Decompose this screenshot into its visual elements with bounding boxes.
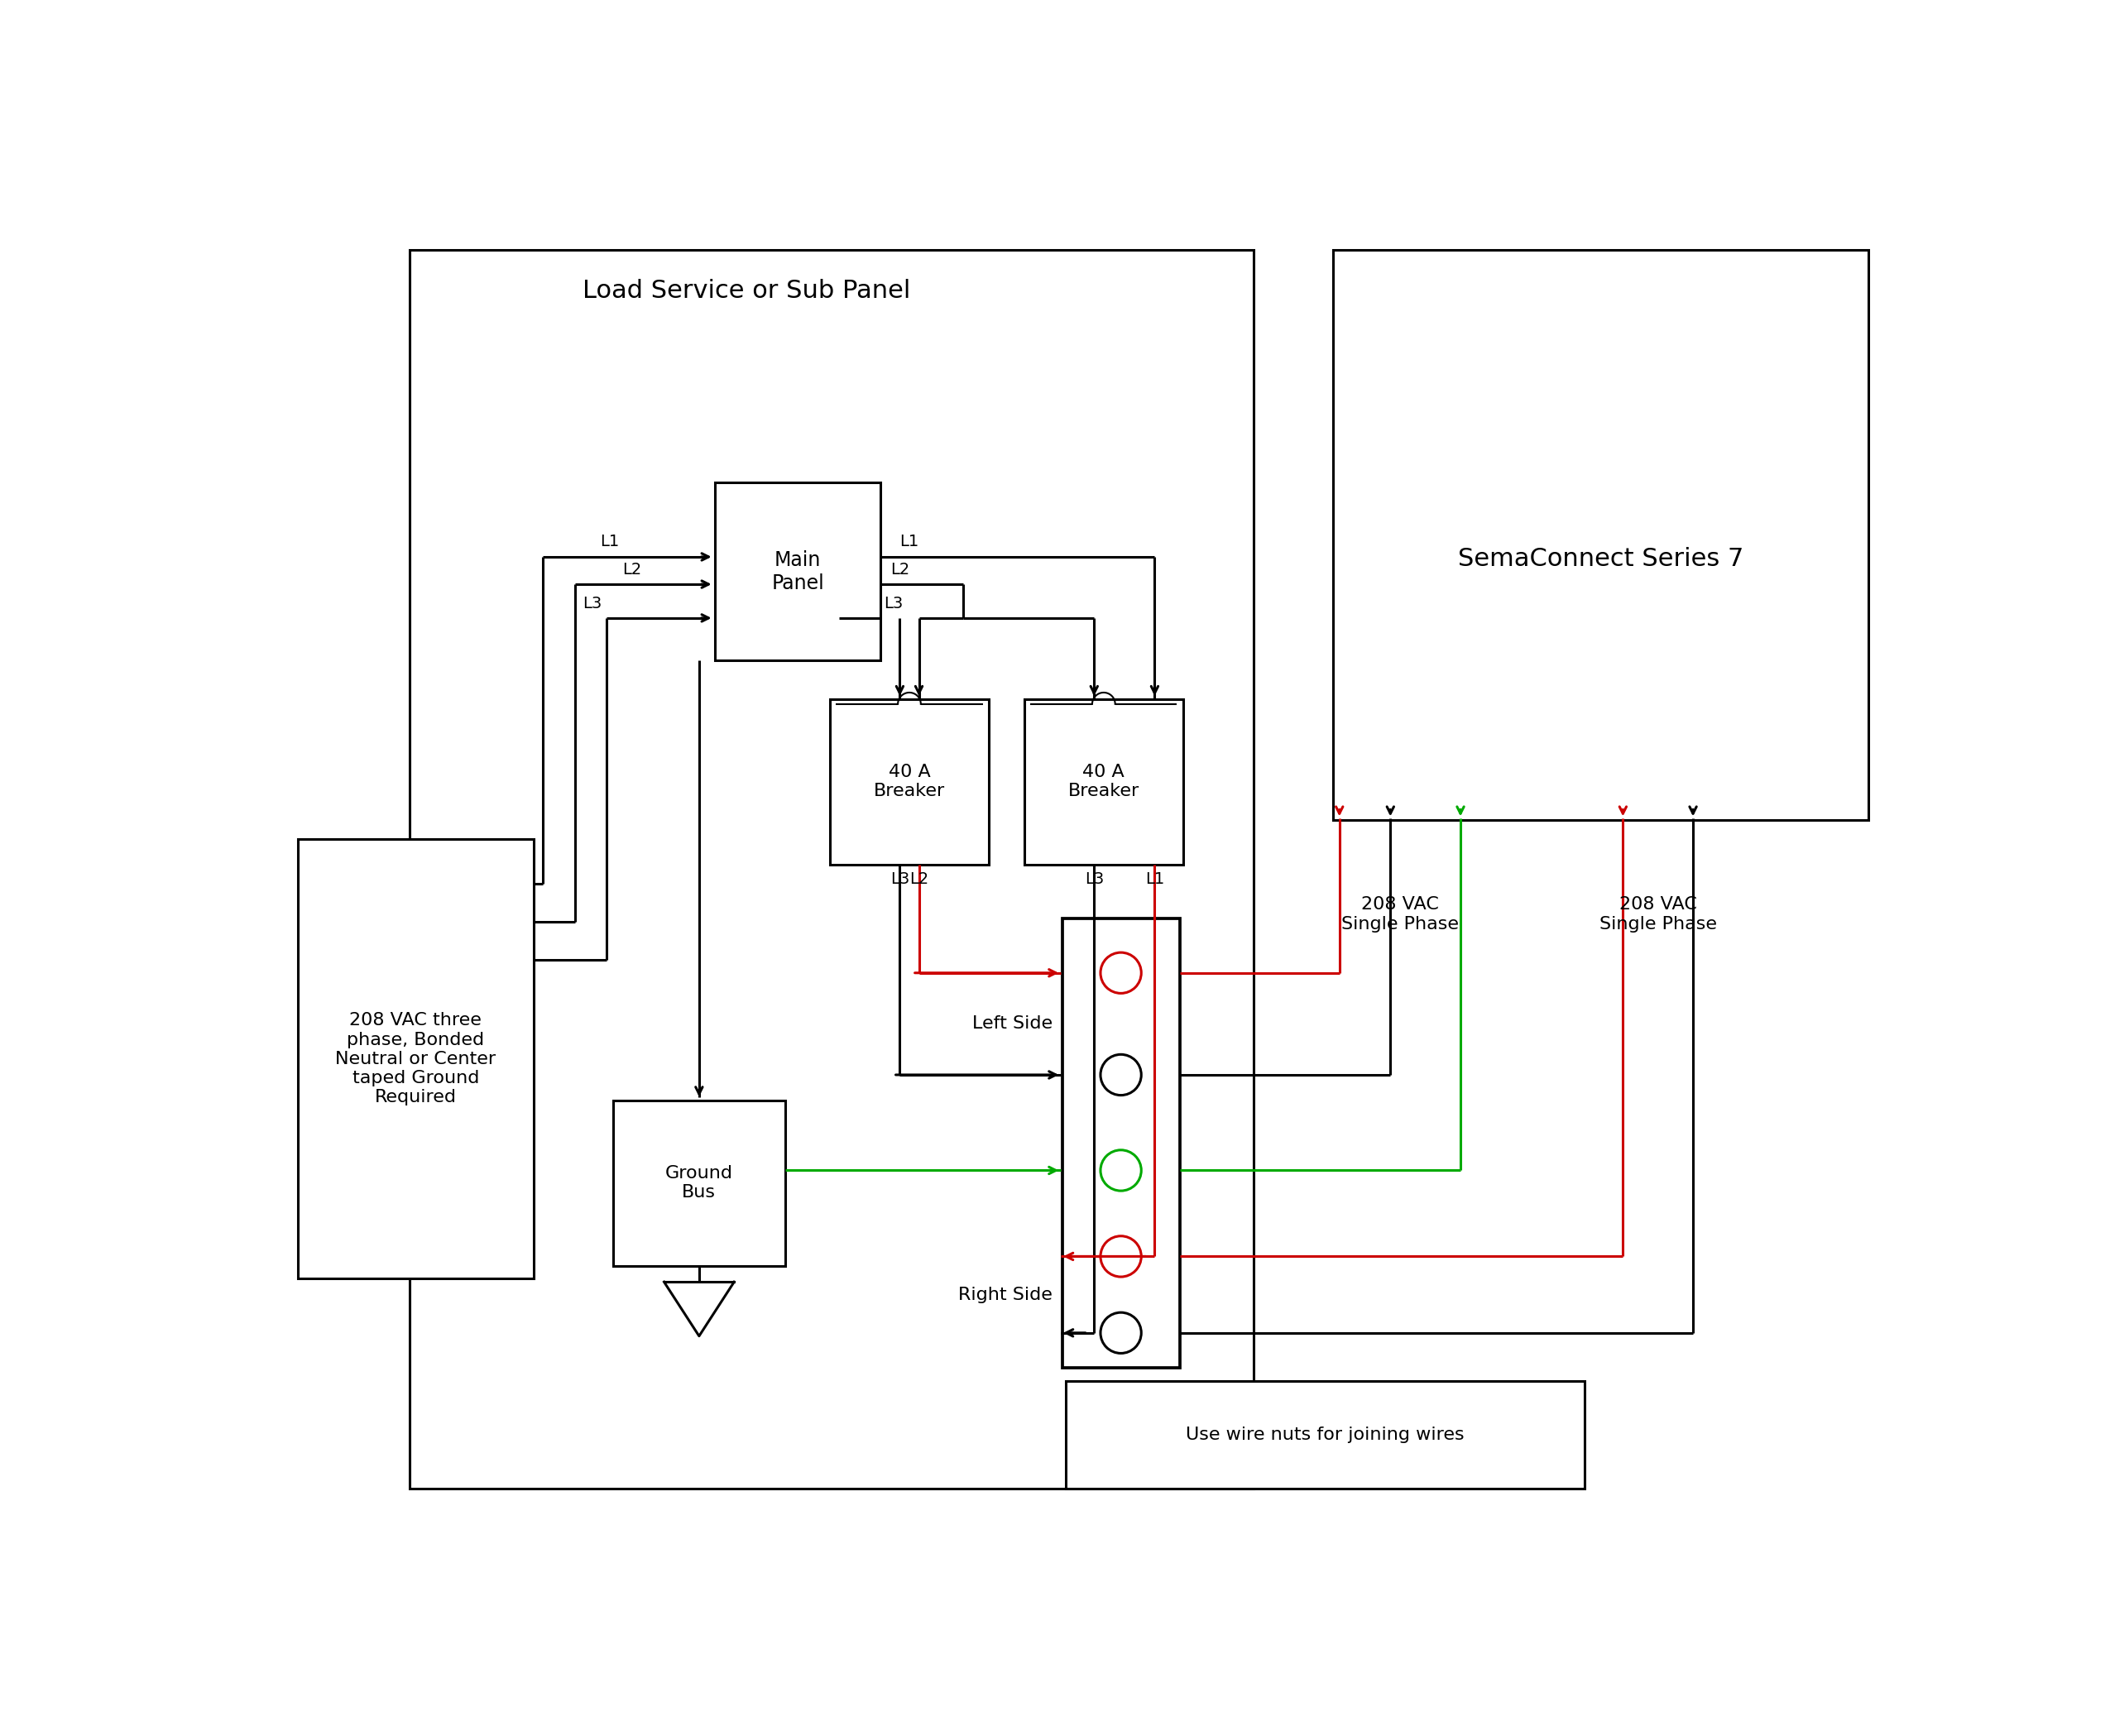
Text: 40 A
Breaker: 40 A Breaker (1068, 764, 1139, 800)
Text: L3: L3 (1085, 871, 1104, 887)
Bar (1023, 700, 1184, 865)
Text: Left Side: Left Side (973, 1016, 1053, 1033)
Text: Ground
Bus: Ground Bus (665, 1165, 732, 1201)
Text: 208 VAC three
phase, Bonded
Neutral or Center
taped Ground
Required: 208 VAC three phase, Bonded Neutral or C… (335, 1012, 496, 1106)
Text: Use wire nuts for joining wires: Use wire nuts for joining wires (1186, 1427, 1464, 1443)
Text: 208 VAC
Single Phase: 208 VAC Single Phase (1599, 896, 1718, 932)
Text: L1: L1 (599, 533, 620, 549)
Circle shape (1101, 1312, 1142, 1354)
Bar (1066, 1380, 1585, 1489)
Text: 208 VAC
Single Phase: 208 VAC Single Phase (1342, 896, 1458, 932)
Bar (1334, 250, 1867, 819)
Text: Load Service or Sub Panel: Load Service or Sub Panel (582, 279, 912, 304)
Circle shape (1101, 1149, 1142, 1191)
Text: L1: L1 (1146, 871, 1165, 887)
Bar (715, 483, 880, 661)
Text: L3: L3 (582, 595, 601, 611)
Text: L2: L2 (890, 562, 909, 578)
Bar (829, 700, 990, 865)
Text: L1: L1 (899, 533, 920, 549)
Text: L2: L2 (909, 871, 928, 887)
Circle shape (1101, 953, 1142, 993)
Bar (298, 838, 534, 1279)
Text: L3: L3 (884, 595, 903, 611)
Bar (1061, 918, 1179, 1368)
Text: Main
Panel: Main Panel (772, 550, 825, 594)
Circle shape (1101, 1236, 1142, 1276)
Text: Right Side: Right Side (958, 1286, 1053, 1304)
Text: L3: L3 (890, 871, 909, 887)
Bar (409, 250, 1253, 1489)
Circle shape (1101, 1054, 1142, 1095)
Bar (614, 1101, 785, 1266)
Text: L2: L2 (622, 562, 641, 578)
Text: SemaConnect Series 7: SemaConnect Series 7 (1458, 547, 1743, 571)
Text: 40 A
Breaker: 40 A Breaker (874, 764, 945, 800)
